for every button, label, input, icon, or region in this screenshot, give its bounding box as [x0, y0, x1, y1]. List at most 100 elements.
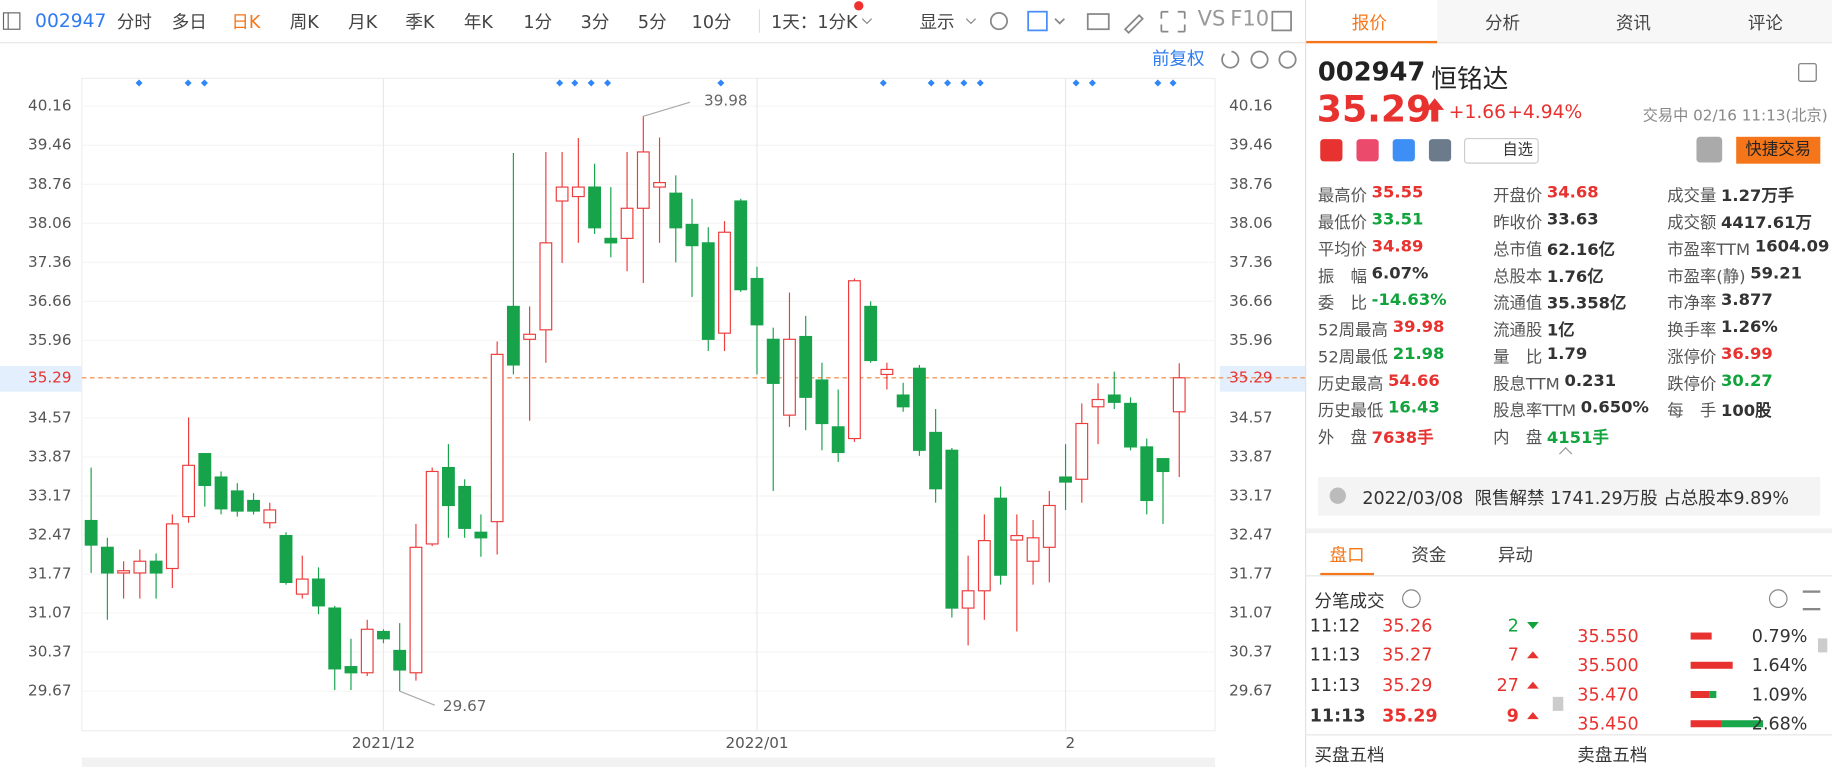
badge-icon[interactable] [1392, 139, 1415, 162]
candle-body [620, 207, 634, 239]
stat-value: 1.26% [1721, 318, 1778, 337]
fullscreen-icon[interactable] [1160, 10, 1186, 33]
stat-value: 39.98 [1392, 318, 1445, 337]
panel-tab[interactable]: 报价 [1351, 12, 1387, 34]
camera-icon[interactable] [1086, 13, 1110, 31]
y-tick-label-right: 34.57 [1229, 408, 1272, 426]
period-tab[interactable]: 日K [231, 11, 261, 33]
period-select[interactable]: 1天：1分K [771, 11, 858, 33]
candle-body [214, 476, 228, 510]
menu-icon[interactable] [2, 12, 21, 30]
zoom-in-icon[interactable] [1278, 50, 1297, 69]
box-icon[interactable] [1027, 10, 1048, 32]
trade-price: 35.26 [1382, 615, 1433, 637]
x-tick-label: 2 [1066, 734, 1076, 752]
candle-body [441, 466, 455, 507]
period-tab[interactable]: 5分 [637, 11, 667, 33]
period-tab[interactable]: 月K [348, 11, 378, 33]
stat-label: 振 幅 [1317, 267, 1367, 287]
period-tab[interactable]: 分时 [116, 11, 152, 33]
adjust-toggle[interactable]: 前复权 [1152, 50, 1205, 70]
panel-tab[interactable]: 资讯 [1615, 12, 1651, 34]
candle-body [815, 379, 829, 425]
quote-change-pct: +4.94% [1507, 100, 1583, 123]
display-menu[interactable]: 显示 [919, 11, 955, 33]
candle-body [1059, 476, 1072, 483]
stat-label: 外 盘 [1317, 429, 1367, 448]
y-tick-label: 37.36 [28, 253, 71, 271]
y-tick-label-right: 31.07 [1229, 604, 1272, 622]
badge-icon[interactable] [1320, 139, 1343, 162]
stat-label: 市盈率(静) [1667, 267, 1746, 287]
panel-tab[interactable]: 分析 [1484, 12, 1521, 34]
sub-tab-underline [1320, 572, 1375, 576]
y-tick-label-right: 32.47 [1229, 526, 1272, 544]
stat-label: 流通值 [1493, 294, 1543, 314]
zoom-out-icon[interactable] [1250, 50, 1269, 69]
candle-body [636, 151, 650, 209]
candle-body [279, 535, 293, 584]
y-tick-label: 35.96 [28, 331, 71, 349]
badge-icon[interactable] [1356, 139, 1379, 162]
trade-volume: 7 [1507, 644, 1519, 666]
quote-name: 恒铭达 [1431, 65, 1509, 95]
x-tick-label: 2022/01 [725, 734, 788, 752]
more-icon[interactable] [1768, 589, 1788, 608]
sub-tab[interactable]: 盘口 [1329, 544, 1365, 566]
book-price: 35.500 [1577, 654, 1639, 676]
sub-tab[interactable]: 异动 [1497, 544, 1533, 566]
stat-label: 涨停价 [1667, 348, 1717, 368]
period-tab[interactable]: 1分 [523, 11, 553, 33]
f10-button[interactable]: F10 [1230, 7, 1270, 32]
stat-label: 总市值 [1493, 240, 1543, 260]
settings-icon[interactable] [989, 11, 1009, 31]
stat-value: 30.27 [1721, 371, 1773, 391]
candle-body [100, 546, 114, 574]
book-bar-red [1690, 720, 1722, 728]
candle-body [263, 509, 277, 524]
stat-value: 33.63 [1546, 210, 1599, 230]
stat-label: 股息率TTM [1493, 402, 1577, 421]
list-icon-2[interactable] [1802, 590, 1821, 611]
period-tab[interactable]: 年K [463, 11, 493, 33]
info-icon[interactable] [1402, 589, 1421, 608]
notice-text: 2022/03/08 限售解禁 1741.29万股 占总股本9.89% [1362, 487, 1790, 509]
candle-body [718, 231, 731, 334]
book-bar-red [1690, 661, 1733, 669]
book-pct: 1.09% [1751, 683, 1808, 706]
y-tick-label-right: 33.17 [1229, 486, 1272, 504]
current-price-band-right [1219, 365, 1306, 392]
stat-label: 市盈率TTM [1667, 240, 1751, 260]
period-tab[interactable]: 周K [289, 11, 319, 33]
stock-code[interactable]: 002947 [35, 9, 107, 32]
panel-tab[interactable]: 评论 [1747, 12, 1783, 34]
candle-body [458, 485, 472, 529]
quick-trade-button[interactable]: 快捷交易 [1736, 136, 1821, 164]
period-tab[interactable]: 多日 [171, 11, 207, 33]
badge-icon[interactable] [1428, 139, 1452, 162]
period-tab[interactable]: 10分 [691, 11, 732, 33]
candle-body [247, 499, 260, 512]
stat-label: 昨收价 [1493, 213, 1543, 233]
stat-value: 4417.61万 [1721, 213, 1812, 233]
list-icon[interactable] [1798, 63, 1817, 82]
section-divider [1306, 528, 1832, 534]
y-tick-label-right: 39.46 [1229, 136, 1272, 154]
period-tab[interactable]: 3分 [580, 11, 610, 33]
panel-icon[interactable] [1271, 10, 1292, 32]
min-label: 29.67 [443, 697, 486, 715]
vs-button[interactable]: VS [1197, 7, 1226, 32]
stat-value: 59.21 [1750, 264, 1802, 283]
period-tab[interactable]: 季K [405, 11, 435, 33]
candle-body [669, 192, 683, 229]
candle-body [1107, 394, 1121, 403]
trades-scrollbar [1552, 696, 1564, 711]
book-pct: 1.64% [1751, 654, 1808, 676]
sub-tab[interactable]: 资金 [1411, 544, 1447, 566]
bell-icon[interactable] [1696, 136, 1723, 163]
dropdown-icon[interactable] [1054, 18, 1066, 25]
pen-icon[interactable] [1123, 13, 1144, 34]
reset-icon[interactable] [1221, 50, 1240, 69]
watch-button[interactable]: 自选 [1463, 137, 1539, 164]
candle-body [864, 305, 878, 362]
